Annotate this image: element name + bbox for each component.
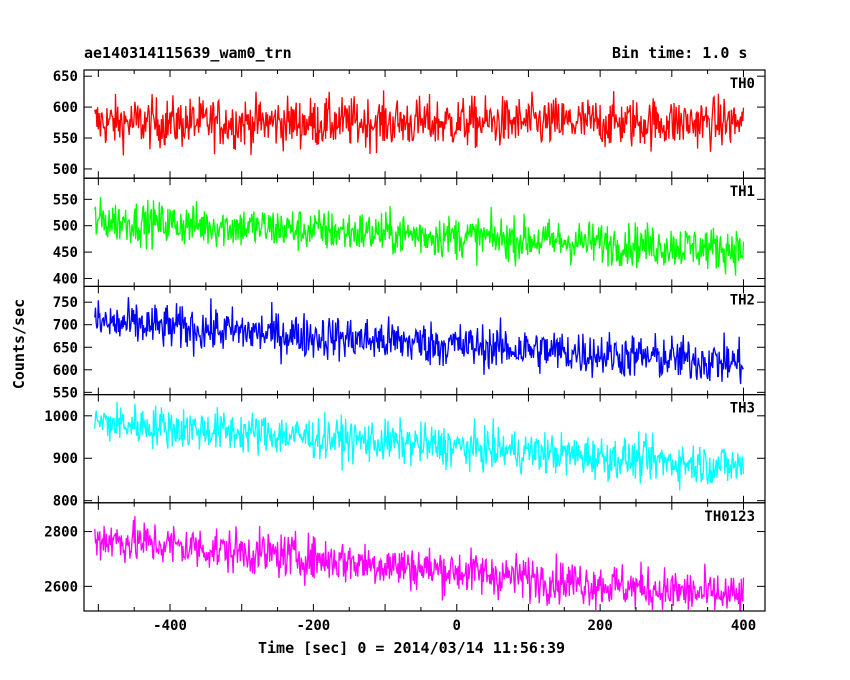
panel-label-th3: TH3 bbox=[730, 401, 755, 417]
x-tick-label: -200 bbox=[297, 618, 331, 634]
x-tick-label: 200 bbox=[587, 618, 612, 634]
series-line-th0123 bbox=[94, 516, 745, 611]
chart-title: ae140314115639_wam0_trn bbox=[84, 44, 292, 62]
panel-label-th1: TH1 bbox=[730, 184, 755, 200]
bin-time-label: Bin time: 1.0 s bbox=[612, 44, 748, 62]
y-tick-label: 450 bbox=[53, 245, 78, 261]
y-tick-label: 2600 bbox=[44, 579, 78, 595]
y-tick-label: 600 bbox=[53, 100, 78, 116]
panel-label-th0123: TH0123 bbox=[704, 509, 755, 525]
y-tick-label: 550 bbox=[53, 131, 78, 147]
y-tick-label: 550 bbox=[53, 192, 78, 208]
panel-frame-th0123 bbox=[83, 502, 766, 612]
y-tick-label: 650 bbox=[53, 340, 78, 356]
y-axis-label: Counts/sec bbox=[10, 298, 28, 390]
series-line-th1 bbox=[94, 196, 745, 276]
y-tick-label: 800 bbox=[53, 494, 78, 510]
series-line-th3 bbox=[94, 402, 745, 491]
panel-frame-th3 bbox=[83, 394, 766, 504]
panel-label-th2: TH2 bbox=[730, 292, 755, 308]
y-tick-label: 1000 bbox=[44, 409, 78, 425]
x-axis-label: Time [sec] 0 = 2014/03/14 11:56:39 bbox=[258, 639, 566, 657]
series-line-th0 bbox=[94, 90, 745, 156]
y-tick-label: 700 bbox=[53, 318, 78, 334]
y-tick-label: 750 bbox=[53, 295, 78, 311]
y-tick-label: 650 bbox=[53, 69, 78, 85]
y-tick-label: 500 bbox=[53, 162, 78, 178]
y-tick-label: 400 bbox=[53, 271, 78, 287]
series-line-th2 bbox=[94, 297, 744, 385]
y-tick-label: 550 bbox=[53, 385, 78, 401]
y-tick-label: 500 bbox=[53, 219, 78, 235]
y-tick-label: 2800 bbox=[44, 525, 78, 541]
x-tick-label: -400 bbox=[153, 618, 187, 634]
y-tick-label: 600 bbox=[53, 363, 78, 379]
x-tick-label: 400 bbox=[731, 618, 756, 634]
x-tick-label: 0 bbox=[453, 618, 461, 634]
panel-label-th0: TH0 bbox=[730, 76, 755, 92]
y-tick-label: 900 bbox=[53, 451, 78, 467]
